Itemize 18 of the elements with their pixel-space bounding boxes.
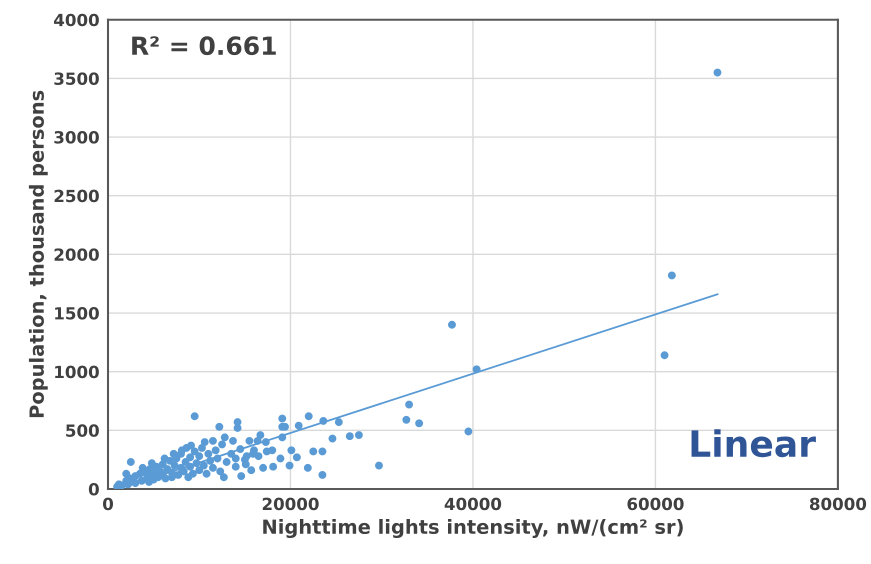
x-tick-label: 60000 [627,498,684,510]
y-tick-label: 2000 [54,248,99,261]
y-tick-label: 1500 [55,306,99,320]
y-tick-label: 2500 [54,190,99,202]
x-tick-label: 0 [103,498,114,510]
annotation: Linear [692,429,816,458]
x-tick-label: 20000 [262,498,319,510]
x-axis-title: Nighttime lights intensity, nW/(cm² sr) [263,519,683,538]
x-tick-label: 80000 [810,498,866,510]
y-tick-label: 3500 [54,72,99,85]
y-tick-label: 0 [88,482,99,496]
y-tick-label: 500 [66,424,99,437]
y-tick-label: 4000 [54,14,99,26]
y-tick-label: 3000 [54,131,99,144]
annotation: R² = 0.661 [132,36,276,56]
y-axis-title: Population, thousand persons [28,90,48,418]
x-tick-label: 40000 [444,498,502,510]
y-tick-label: 1000 [55,366,99,378]
